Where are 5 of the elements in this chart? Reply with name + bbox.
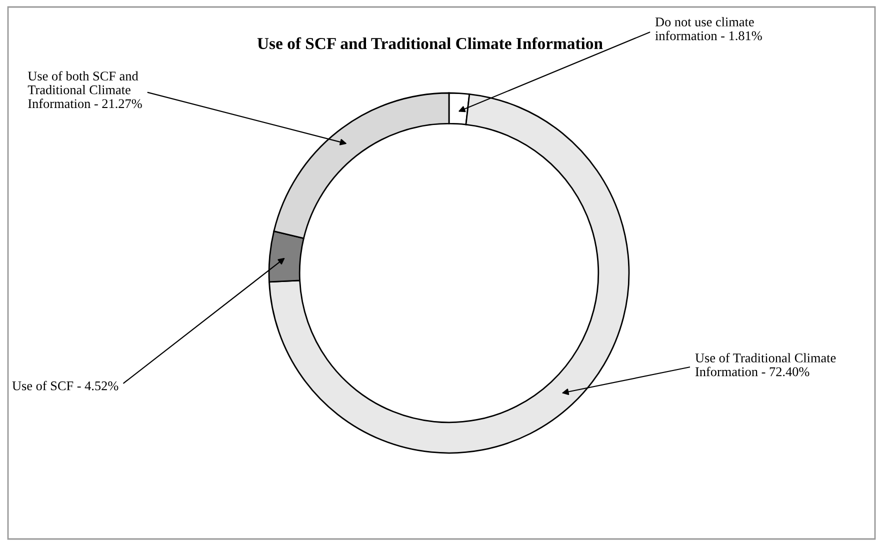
slice-label: Use of Traditional Climate Information - 72.40% — [695, 352, 836, 376]
slice-label: Use of SCF - 4.52% — [12, 380, 118, 390]
slice-label: Do not use climate information - 1.81% — [655, 17, 762, 40]
slice-label: Use of both SCF and Traditional Climate Information - 21.27% — [28, 71, 142, 108]
text: Use of SCF and Traditional Climate Information — [257, 37, 603, 50]
